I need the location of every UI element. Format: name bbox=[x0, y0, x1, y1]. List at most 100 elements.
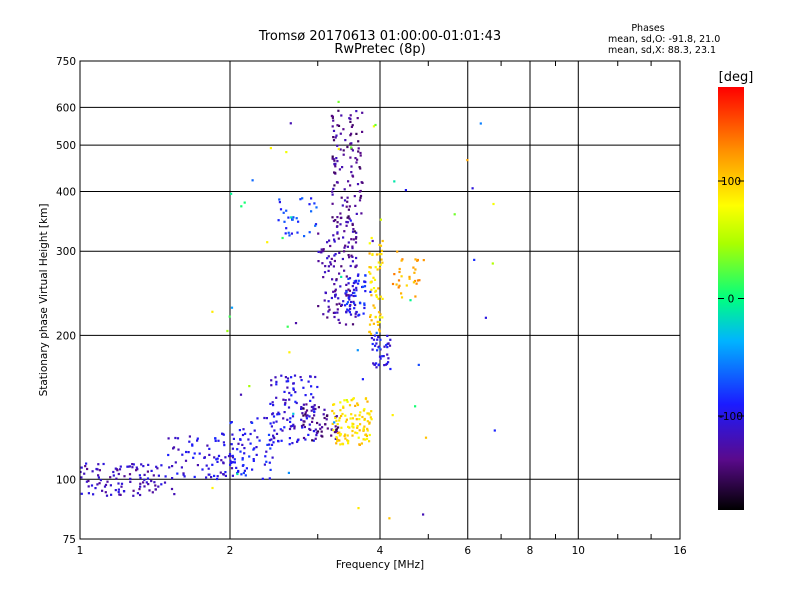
data-point bbox=[382, 355, 385, 358]
data-point bbox=[174, 461, 177, 464]
data-point bbox=[473, 258, 476, 261]
data-point bbox=[350, 146, 353, 149]
data-point bbox=[466, 159, 469, 162]
data-point bbox=[333, 254, 336, 257]
data-point bbox=[371, 342, 374, 346]
data-point bbox=[338, 431, 341, 434]
data-point bbox=[308, 423, 311, 426]
data-point bbox=[278, 413, 281, 416]
data-point bbox=[413, 279, 417, 283]
data-point bbox=[397, 279, 401, 282]
data-point bbox=[285, 151, 288, 154]
data-point bbox=[348, 298, 351, 301]
data-point bbox=[353, 280, 356, 283]
data-point bbox=[143, 478, 146, 481]
data-point bbox=[129, 480, 132, 483]
data-point bbox=[331, 193, 334, 196]
data-point bbox=[346, 439, 349, 442]
data-point bbox=[349, 120, 352, 123]
data-point bbox=[326, 316, 329, 319]
data-point bbox=[265, 450, 268, 453]
data-point bbox=[327, 255, 330, 258]
data-point bbox=[338, 251, 341, 254]
data-point bbox=[148, 489, 151, 492]
data-point bbox=[336, 439, 339, 443]
data-point bbox=[379, 218, 382, 221]
data-point bbox=[330, 434, 333, 437]
data-point bbox=[326, 257, 329, 260]
data-point bbox=[341, 412, 344, 416]
data-point bbox=[345, 205, 348, 208]
chart-title: Tromsø 20170613 01:00:00-01:01:43 bbox=[258, 29, 501, 44]
data-point bbox=[300, 406, 303, 409]
data-point bbox=[350, 171, 353, 174]
data-point bbox=[372, 125, 375, 128]
data-point bbox=[211, 486, 214, 490]
data-point bbox=[343, 399, 346, 402]
data-point bbox=[126, 465, 129, 468]
data-point bbox=[272, 421, 275, 424]
data-point bbox=[348, 277, 352, 280]
data-point bbox=[272, 415, 276, 418]
data-point bbox=[142, 481, 145, 484]
data-point bbox=[101, 489, 104, 492]
data-point bbox=[374, 344, 377, 347]
data-point bbox=[322, 313, 325, 316]
data-point bbox=[104, 483, 108, 486]
data-point bbox=[332, 311, 335, 314]
data-point bbox=[319, 427, 322, 430]
data-point bbox=[285, 209, 288, 212]
data-point bbox=[344, 414, 347, 417]
data-point bbox=[268, 443, 271, 446]
data-point bbox=[196, 439, 199, 442]
data-point bbox=[484, 316, 487, 319]
data-point bbox=[336, 311, 339, 314]
data-point bbox=[356, 117, 359, 120]
data-point bbox=[282, 398, 285, 401]
data-point bbox=[378, 267, 382, 270]
data-point bbox=[286, 377, 290, 380]
data-point bbox=[381, 316, 384, 319]
data-point bbox=[333, 259, 336, 263]
data-point bbox=[198, 452, 201, 455]
data-point bbox=[282, 417, 285, 420]
data-point bbox=[369, 314, 372, 317]
data-point bbox=[366, 429, 369, 432]
data-point bbox=[331, 422, 334, 425]
data-point bbox=[351, 285, 354, 288]
data-point bbox=[355, 132, 358, 135]
data-point bbox=[327, 305, 330, 308]
data-point bbox=[242, 471, 245, 475]
data-point bbox=[330, 428, 333, 431]
data-point bbox=[353, 302, 356, 305]
data-point bbox=[491, 262, 494, 265]
data-point bbox=[135, 466, 138, 469]
data-point bbox=[312, 407, 315, 411]
data-point bbox=[391, 414, 394, 417]
data-point bbox=[348, 426, 351, 429]
data-point bbox=[281, 236, 284, 240]
data-point bbox=[361, 415, 364, 419]
data-point bbox=[256, 436, 259, 439]
data-point bbox=[369, 290, 372, 293]
data-point bbox=[256, 417, 259, 420]
data-point bbox=[350, 254, 353, 257]
data-point bbox=[285, 227, 288, 230]
data-point bbox=[354, 279, 358, 282]
data-point bbox=[80, 466, 83, 469]
data-point bbox=[385, 344, 388, 347]
data-point bbox=[363, 302, 366, 305]
data-point bbox=[314, 223, 318, 226]
data-point bbox=[235, 466, 238, 469]
data-point bbox=[277, 411, 280, 414]
data-point bbox=[354, 237, 358, 240]
data-point bbox=[243, 469, 246, 472]
data-point bbox=[338, 416, 341, 420]
data-point bbox=[334, 295, 337, 298]
data-point bbox=[424, 436, 428, 439]
data-point bbox=[342, 405, 345, 408]
data-point bbox=[293, 374, 297, 377]
data-point bbox=[350, 413, 353, 416]
data-point bbox=[337, 124, 341, 127]
